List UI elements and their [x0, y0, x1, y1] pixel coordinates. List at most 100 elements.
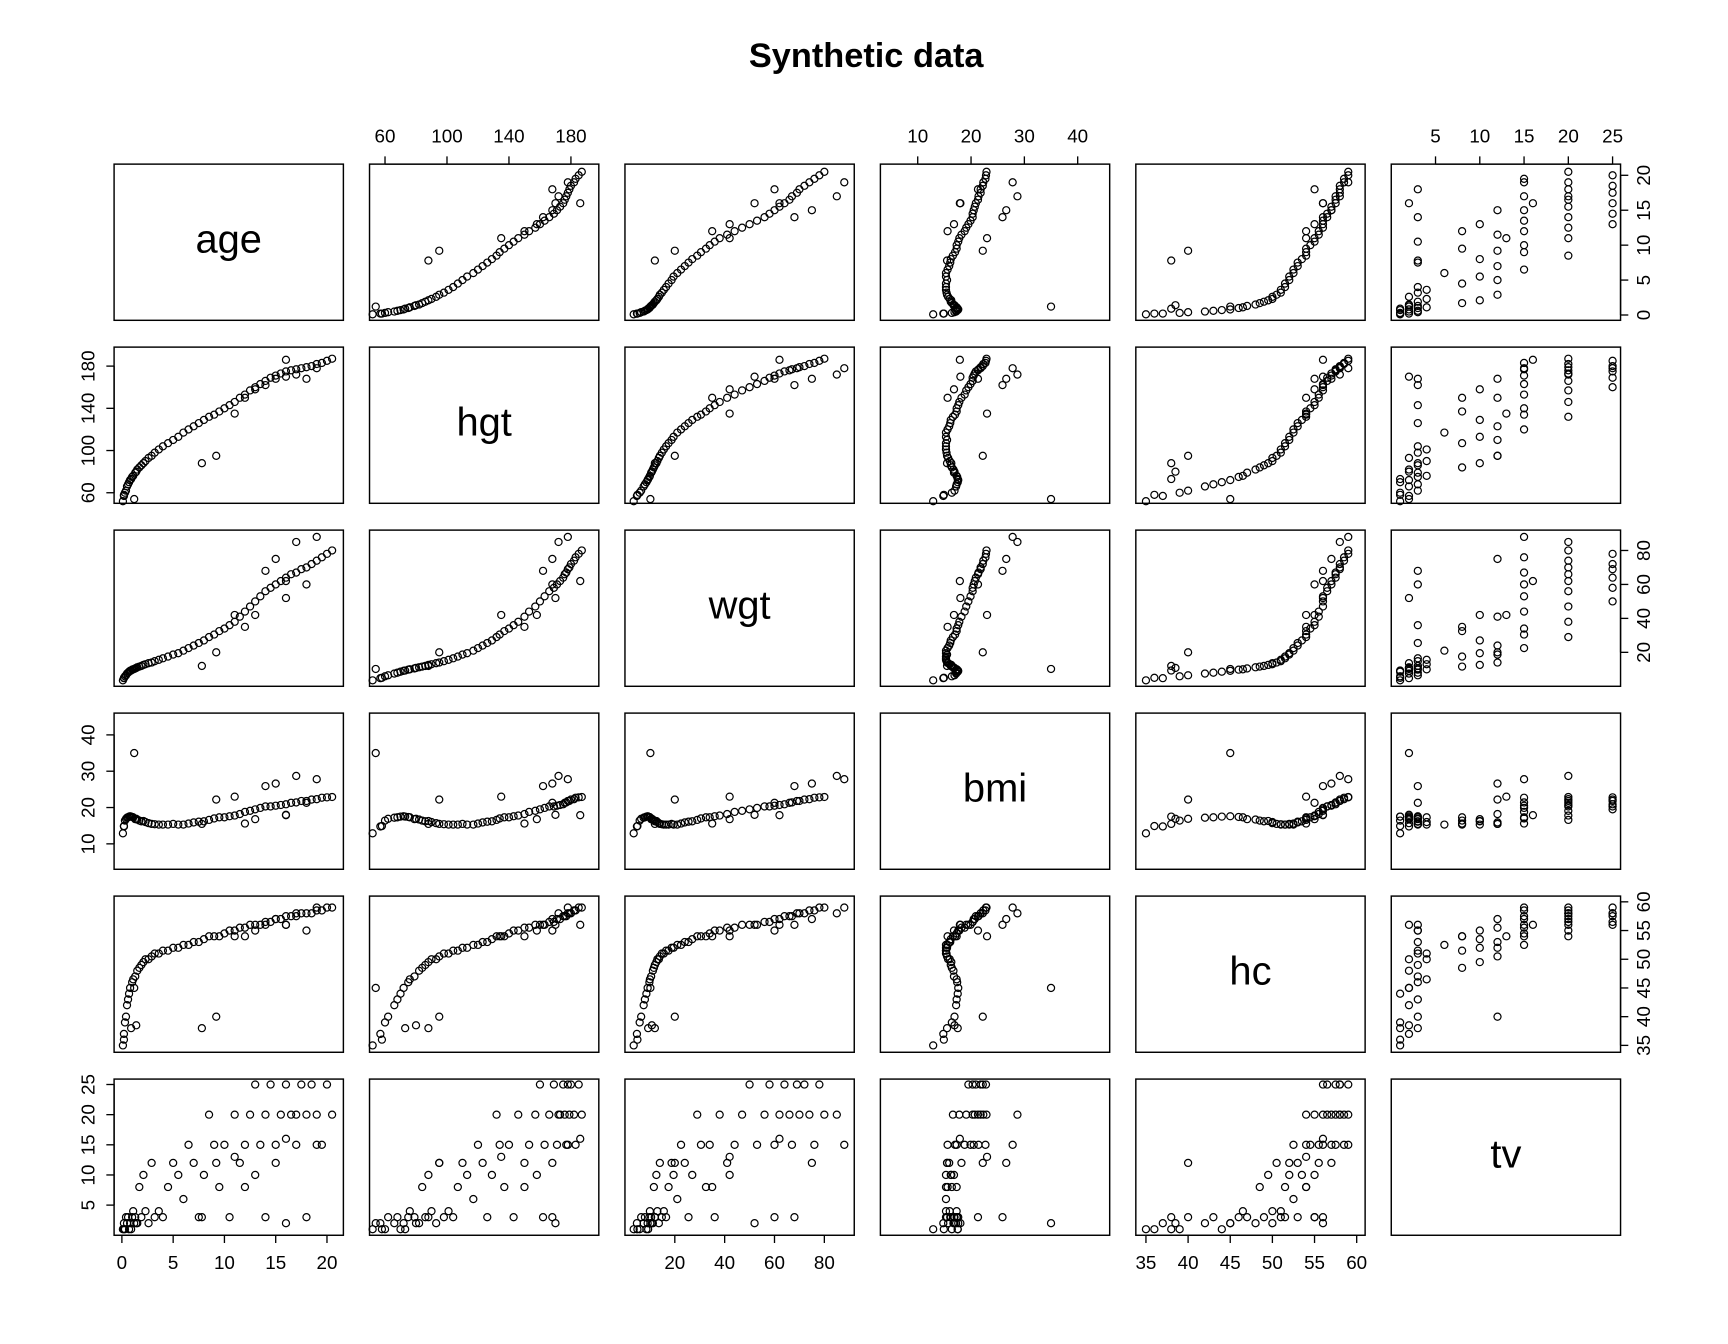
point	[256, 592, 265, 601]
point	[535, 597, 545, 606]
point	[141, 1206, 150, 1216]
point	[230, 932, 239, 941]
panel-frame	[879, 895, 1111, 1053]
point	[1285, 432, 1294, 441]
point	[1285, 435, 1294, 445]
point	[710, 812, 719, 821]
point	[1608, 199, 1617, 208]
point	[964, 597, 973, 606]
point	[1413, 185, 1422, 194]
point	[1413, 814, 1422, 823]
point	[230, 792, 239, 801]
point	[1339, 793, 1349, 802]
point	[775, 355, 784, 364]
point	[1528, 920, 1538, 929]
point	[1268, 818, 1277, 828]
x-tick-label: 20	[664, 1252, 685, 1273]
point	[1209, 480, 1218, 489]
point	[939, 1225, 949, 1234]
point	[643, 474, 653, 484]
point	[1339, 1140, 1349, 1149]
point	[1493, 275, 1502, 285]
point	[688, 1170, 697, 1180]
point	[1242, 468, 1252, 477]
point	[1493, 809, 1502, 819]
point	[941, 432, 951, 441]
point	[745, 805, 754, 814]
point	[973, 926, 983, 935]
point	[978, 1080, 987, 1089]
point	[962, 602, 971, 611]
point	[322, 903, 332, 912]
point	[540, 1140, 549, 1149]
point	[785, 912, 794, 921]
point	[1238, 1206, 1248, 1216]
point	[1608, 181, 1617, 190]
point	[327, 903, 337, 912]
point	[1238, 813, 1248, 822]
point	[941, 445, 951, 454]
point	[1344, 792, 1353, 802]
point	[1318, 1140, 1328, 1149]
point	[840, 1140, 849, 1149]
point	[1310, 185, 1319, 194]
point	[123, 995, 133, 1004]
point	[1046, 494, 1056, 504]
point	[1327, 779, 1336, 788]
point	[1608, 188, 1617, 197]
point	[952, 1182, 961, 1192]
point	[1272, 290, 1281, 299]
point	[1519, 912, 1529, 921]
point	[1285, 820, 1294, 829]
point	[401, 1225, 410, 1234]
point	[435, 290, 444, 299]
point	[169, 650, 178, 659]
point	[292, 537, 301, 547]
point	[840, 178, 849, 187]
point	[670, 1158, 679, 1168]
point	[1608, 795, 1617, 804]
panel-frame	[879, 346, 1111, 505]
point	[563, 903, 572, 912]
point	[371, 664, 380, 674]
point	[1564, 251, 1573, 260]
point	[1457, 298, 1467, 308]
x-tick-label: 5	[1430, 126, 1440, 147]
point	[1404, 593, 1414, 603]
point	[750, 199, 759, 208]
point	[569, 795, 579, 804]
point	[1318, 781, 1328, 791]
point	[1008, 178, 1017, 187]
point	[1457, 813, 1467, 822]
point	[978, 1158, 987, 1168]
point	[251, 1080, 260, 1089]
point	[1493, 374, 1502, 383]
point	[1493, 658, 1502, 667]
point	[1457, 407, 1467, 416]
point	[371, 748, 380, 758]
point	[780, 367, 789, 376]
point	[261, 781, 270, 791]
point	[1422, 949, 1431, 958]
point	[261, 920, 270, 929]
point	[169, 943, 178, 952]
point	[1413, 638, 1422, 648]
point	[535, 1080, 545, 1089]
point	[119, 1035, 129, 1044]
point	[251, 926, 260, 935]
point	[577, 792, 586, 802]
point	[1344, 1080, 1353, 1089]
point	[1564, 185, 1573, 194]
point	[1475, 957, 1484, 967]
point	[1335, 192, 1344, 201]
point	[1519, 404, 1529, 413]
panel-frame	[113, 346, 345, 505]
point	[121, 486, 131, 495]
point	[1306, 813, 1315, 822]
point	[982, 932, 992, 941]
point	[1344, 1140, 1353, 1149]
point	[1314, 230, 1323, 239]
point	[169, 1158, 178, 1168]
point	[775, 1110, 784, 1119]
point	[725, 1152, 734, 1162]
